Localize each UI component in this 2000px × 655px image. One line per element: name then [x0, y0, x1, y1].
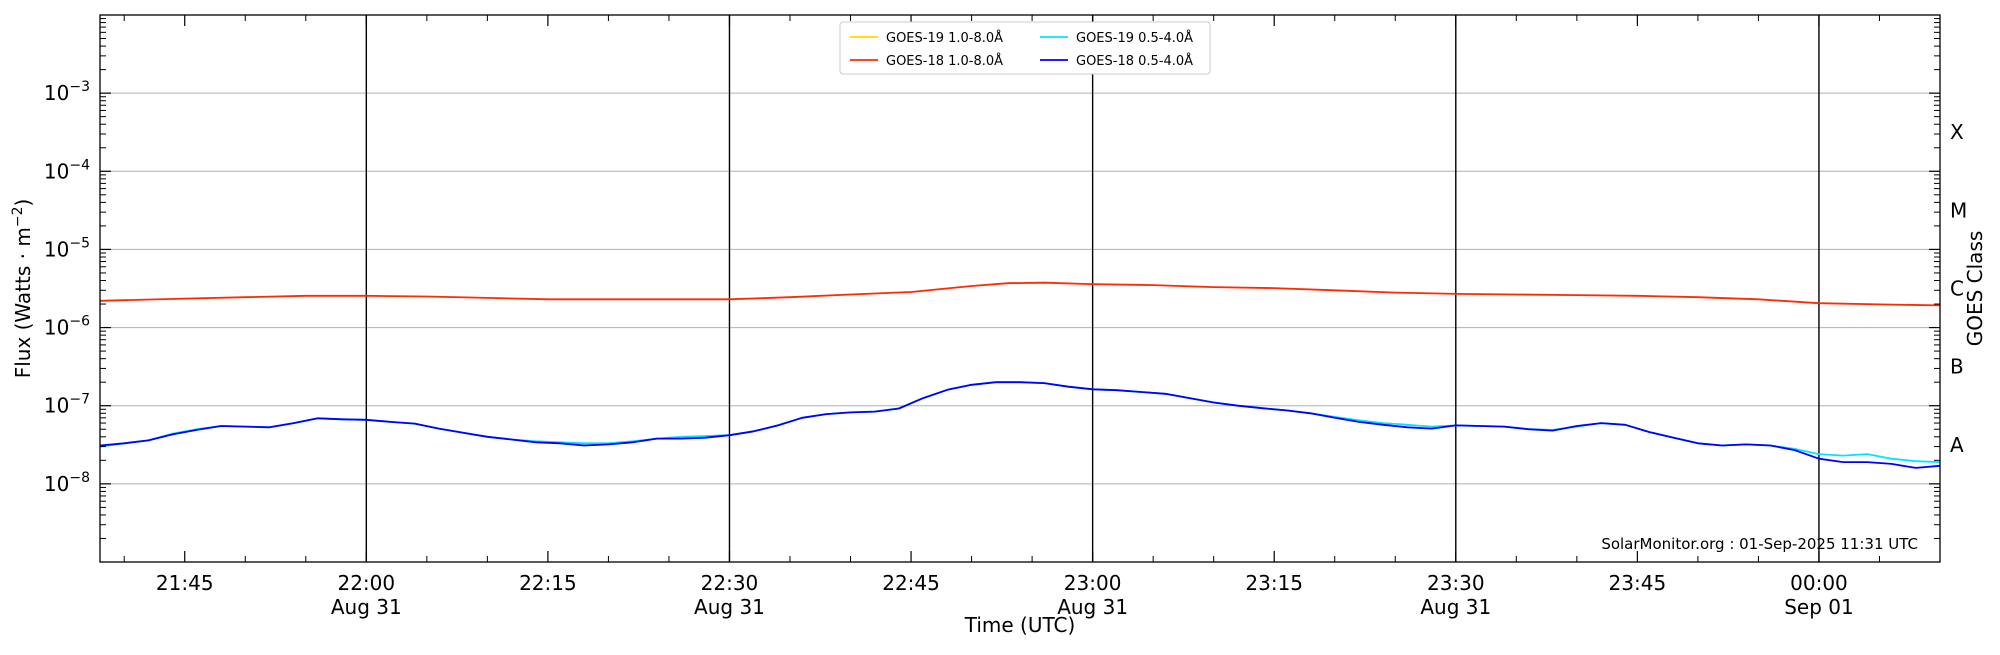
- x-tick-time-label: 22:30: [701, 571, 759, 595]
- x-tick-time-label: 23:45: [1609, 571, 1667, 595]
- y-tick-label: 10−4: [44, 157, 90, 183]
- y-tick-label: 10−5: [44, 235, 90, 261]
- x-tick-time-label: 00:00: [1790, 571, 1848, 595]
- y-tick-exponent: −5: [69, 235, 90, 251]
- y-axis-title: Flux (Watts · m−2): [10, 199, 35, 379]
- y-tick-base: 10: [44, 472, 69, 496]
- x-tick-time-label: 22:15: [519, 571, 577, 595]
- series-line: [99, 381, 1941, 463]
- series-line: [99, 281, 1941, 307]
- vertical-lines-layer: [365, 15, 1820, 562]
- y-tick-label: 10−8: [44, 470, 90, 496]
- x-tick-time-label: 21:45: [156, 571, 214, 595]
- legend-label: GOES-18 0.5-4.0Å: [1076, 53, 1193, 69]
- y-tick-exponent: −8: [69, 470, 90, 486]
- y-tick-base: 10: [44, 159, 69, 183]
- plot-frame: [99, 14, 1941, 563]
- y-tick-exponent: −6: [69, 314, 90, 330]
- x-tick-date-label: Aug 31: [694, 595, 765, 619]
- y-tick-base: 10: [44, 394, 69, 418]
- y-tick-exponent: −4: [69, 157, 90, 173]
- legend-box: [839, 21, 1211, 75]
- goes-class-label: M: [1950, 198, 1967, 222]
- x-tick-date-label: Aug 31: [331, 595, 402, 619]
- y-tick-base: 10: [44, 81, 69, 105]
- x-tick-time-label: 23:15: [1245, 571, 1303, 595]
- x-tick-time-label: 23:30: [1427, 571, 1485, 595]
- goes-class-label: C: [1950, 277, 1964, 301]
- x-tick-date-label: Aug 31: [1420, 595, 1491, 619]
- y-axis-title-close: ): [11, 199, 35, 207]
- goes-class-label: A: [1950, 433, 1964, 457]
- tick-layer: [100, 15, 1941, 562]
- series-line: [99, 381, 1941, 469]
- goes-class-label: B: [1950, 355, 1964, 379]
- x-tick-time-label: 23:00: [1064, 571, 1122, 595]
- watermark-credit: SolarMonitor.org : 01-Sep-2025 11:31 UTC: [1601, 535, 1918, 553]
- x-tick-time-label: 22:00: [337, 571, 395, 595]
- y-axis-title-exponent: −2: [10, 207, 26, 228]
- y-tick-exponent: −3: [69, 79, 90, 95]
- legend: GOES-19 1.0-8.0Å GOES-19 0.5-4.0Å GOES-18 …: [839, 21, 1211, 75]
- y-tick-labels: 10−810−710−610−510−410−3: [44, 79, 90, 496]
- legend-label: GOES-18 1.0-8.0Å: [886, 53, 1003, 69]
- y-tick-base: 10: [44, 237, 69, 261]
- y-tick-label: 10−6: [44, 314, 90, 340]
- x-tick-date-label: Aug 31: [1057, 595, 1128, 619]
- goes-class-axis-title: GOES Class: [1963, 231, 1987, 347]
- goes-class-label: X: [1950, 120, 1964, 144]
- y-tick-base: 10: [44, 316, 69, 340]
- legend-label: GOES-19 0.5-4.0Å: [1076, 30, 1193, 46]
- x-tick-time-label: 22:45: [882, 571, 940, 595]
- legend-label: GOES-19 1.0-8.0Å: [886, 30, 1003, 46]
- y-tick-label: 10−3: [44, 79, 90, 105]
- y-axis-title-text: Flux (Watts · m: [11, 227, 35, 378]
- goes-class-labels: A B C M X: [1950, 120, 1967, 457]
- grid-layer: [100, 92, 1940, 485]
- y-tick-label: 10−7: [44, 392, 90, 418]
- x-tick-date-label: Sep 01: [1784, 595, 1854, 619]
- series-layer: [99, 281, 1941, 469]
- y-tick-exponent: −7: [69, 392, 90, 408]
- x-axis-title: Time (UTC): [964, 613, 1076, 637]
